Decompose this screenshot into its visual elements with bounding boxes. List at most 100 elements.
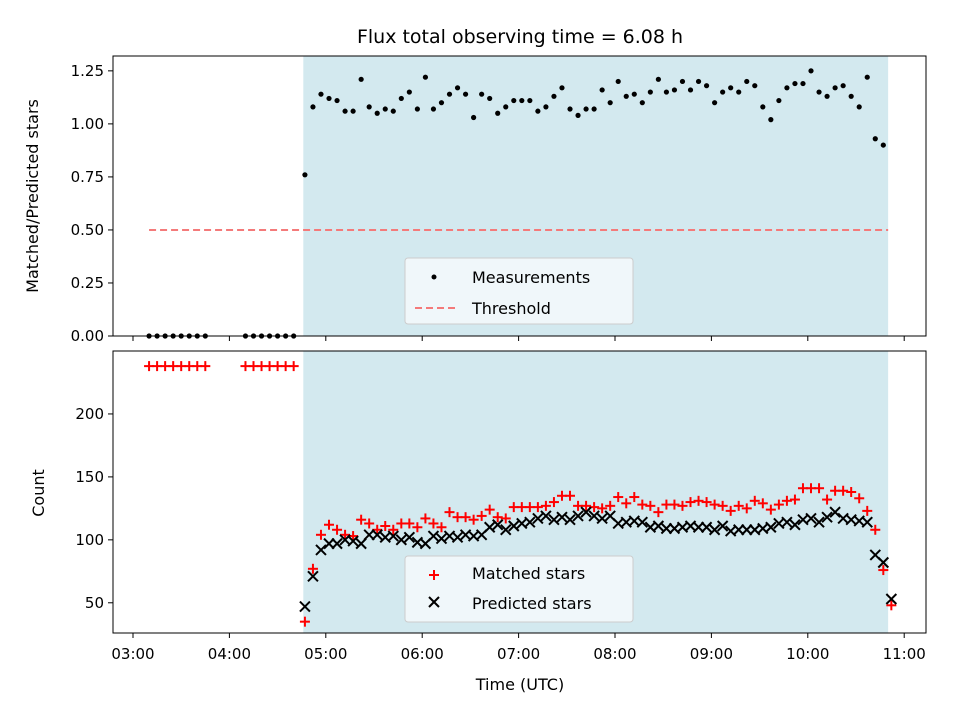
matched-stars-point: [862, 505, 873, 516]
y-tick-label: 0.25: [71, 274, 104, 292]
matched-stars-point: [565, 490, 576, 501]
measurement-point: [398, 95, 404, 102]
legend-count: Matched stars Predicted stars: [404, 555, 634, 623]
predicted-stars-point: [716, 520, 729, 532]
measurement-point: [647, 89, 653, 95]
legend-box: [404, 257, 634, 325]
measurement-point: [639, 100, 645, 106]
measurement-point: [832, 85, 838, 91]
measurement-point: [824, 93, 830, 99]
y-tick-label: 0.00: [71, 327, 104, 345]
measurement-point: [872, 136, 878, 142]
matched-stars-point: [492, 512, 503, 523]
y-tick-label: 100: [75, 531, 104, 549]
measurement-point: [856, 104, 862, 110]
predicted-stars-point: [708, 524, 721, 536]
matched-stars-point: [781, 495, 792, 506]
measurement-point: [382, 106, 388, 112]
measurement-point: [679, 78, 686, 85]
matched-stars-point: [870, 524, 881, 535]
matched-stars-point: [412, 522, 423, 533]
measurement-point: [503, 104, 509, 110]
predicted-stars-point: [556, 511, 568, 523]
axes-frame-ratio: [112, 55, 927, 337]
measurement-point: [535, 108, 541, 114]
y-tick-label: 150: [75, 468, 104, 486]
matched-stars-point: [356, 514, 367, 525]
measurement-point: [471, 114, 477, 121]
predicted-stars-point: [395, 534, 408, 546]
predicted-stars-point: [508, 520, 520, 532]
matched-stars-point: [838, 485, 849, 496]
matched-stars-point: [500, 513, 511, 524]
legend-label-predicted: Predicted stars: [472, 594, 592, 613]
measurement-point: [752, 83, 758, 89]
x-tick-label: 11:00: [883, 645, 926, 663]
predicted-stars-point: [636, 516, 649, 528]
measurement-point: [302, 172, 308, 178]
matched-stars-point: [709, 499, 720, 510]
measurement-point: [792, 80, 798, 87]
matched-stars-point: [364, 518, 375, 529]
matched-stars-point: [717, 500, 728, 511]
predicted-stars-point: [652, 520, 665, 532]
measurement-point: [744, 78, 750, 85]
predicted-stars-point: [877, 556, 890, 569]
measurement-point: [736, 89, 742, 95]
axes-frame-count: [112, 350, 927, 634]
matched-stars-point: [468, 514, 479, 525]
legend-dot-marker: [431, 274, 437, 280]
legend-ratio: Measurements Threshold: [404, 257, 634, 325]
matched-stars-point: [340, 529, 351, 540]
predicted-stars-point: [861, 516, 873, 528]
chart-title: Flux total observing time = 6.08 h: [357, 26, 683, 48]
matched-stars-point: [701, 497, 712, 508]
measurement-point: [800, 80, 806, 87]
matched-stars-point: [677, 500, 688, 511]
measurement-point: [487, 95, 493, 102]
x-tick-label: 07:00: [497, 645, 540, 663]
matched-stars-point: [669, 499, 680, 510]
measurement-point: [583, 106, 589, 112]
matched-stars-point: [693, 495, 704, 506]
measurement-point: [326, 95, 332, 102]
matched-stars-point: [757, 498, 768, 509]
measurement-point: [687, 87, 694, 93]
measurement-point: [848, 93, 854, 99]
predicted-stars-point: [347, 535, 359, 547]
predicted-stars-point: [548, 513, 560, 526]
x-tick-label: 04:00: [208, 645, 251, 663]
measurement-point: [655, 76, 661, 82]
measurement-point: [816, 89, 822, 95]
predicted-stars-point: [805, 512, 817, 525]
x-axis-label: Time (UTC): [475, 675, 564, 694]
measurement-point: [567, 106, 573, 112]
matched-stars-point: [629, 492, 640, 503]
matched-stars-point: [886, 600, 897, 611]
predicted-stars-point: [781, 516, 793, 528]
y-ticks-ratio: 0.00 0.25 0.50 0.75 1.00 1.25: [71, 62, 113, 345]
matched-stars-point: [380, 520, 391, 531]
measurement-point: [607, 100, 613, 106]
panel-ratio: 0.00 0.25 0.50 0.75 1.00 1.25 Matched/Predict…: [23, 55, 927, 345]
matched-stars-point: [581, 500, 592, 511]
predicted-stars-point: [588, 510, 600, 522]
y-tick-label: 1.25: [71, 62, 104, 80]
matched-stars-point: [741, 503, 752, 514]
matched-stars-point: [532, 502, 543, 513]
legend-label-threshold: Threshold: [471, 299, 551, 318]
measurement-point: [663, 89, 670, 95]
matched-stars-point: [388, 524, 399, 535]
matched-stars-point: [288, 361, 299, 372]
measurement-point: [422, 74, 429, 80]
matched-stars-point: [460, 512, 471, 523]
y-tick-label: 50: [85, 594, 104, 612]
matched-stars-point: [789, 494, 800, 505]
measurement-point: [768, 117, 774, 123]
measurement-point: [462, 91, 469, 97]
predicted-stars-point: [813, 516, 825, 528]
measurement-point: [342, 108, 348, 114]
matched-stars-point: [436, 522, 447, 533]
predicted-stars-point: [492, 519, 504, 531]
predicted-stars-point: [387, 530, 399, 542]
